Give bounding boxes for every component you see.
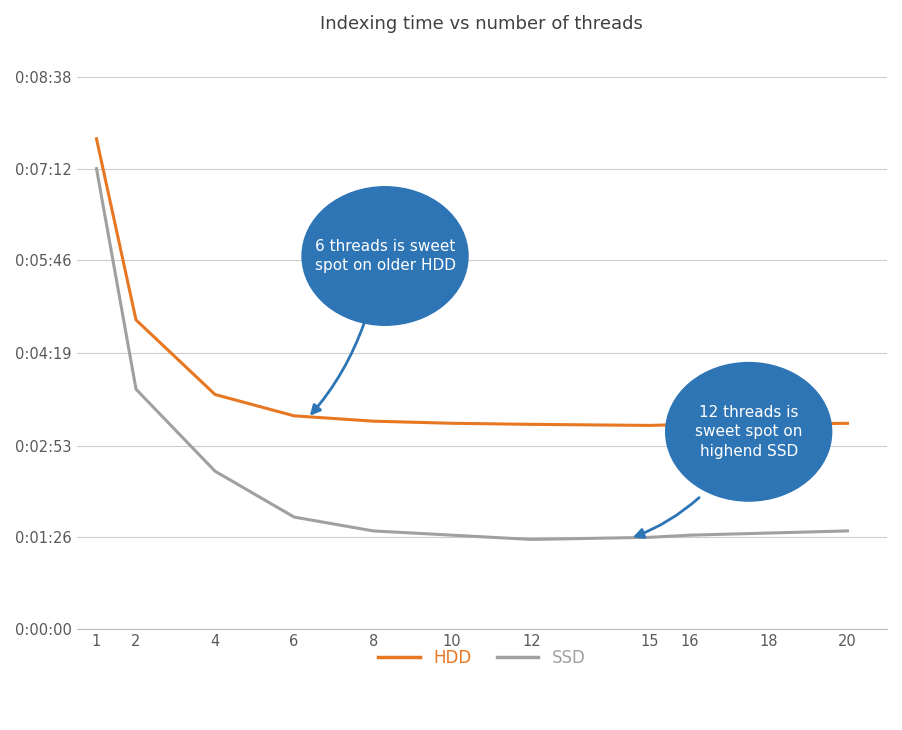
HDD [763,420,774,429]
Line: SSD: SSD [97,169,848,539]
Title: Indexing time vs number of threads: Indexing time vs number of threads [320,15,643,33]
FancyArrowPatch shape [312,323,364,413]
HDD [644,421,655,430]
SSD [446,531,457,539]
SSD [91,164,102,173]
SSD [763,529,774,537]
HDD [131,315,142,324]
Text: 12 threads is
sweet spot on
highend SSD: 12 threads is sweet spot on highend SSD [695,404,803,459]
Text: 6 threads is sweet
spot on older HDD: 6 threads is sweet spot on older HDD [315,239,456,274]
HDD [209,390,220,399]
HDD [91,134,102,143]
SSD [526,535,537,544]
SSD [209,467,220,476]
SSD [368,526,379,535]
Line: HDD: HDD [97,139,848,426]
SSD [289,512,299,521]
SSD [131,385,142,393]
HDD [289,412,299,420]
HDD [368,417,379,426]
FancyArrowPatch shape [636,498,699,537]
HDD [842,419,853,428]
Ellipse shape [666,363,832,501]
SSD [684,531,695,539]
SSD [842,526,853,535]
HDD [526,420,537,429]
HDD [446,419,457,428]
Legend: HDD, SSD: HDD, SSD [372,642,592,673]
HDD [684,420,695,429]
Ellipse shape [302,187,468,326]
SSD [644,533,655,542]
